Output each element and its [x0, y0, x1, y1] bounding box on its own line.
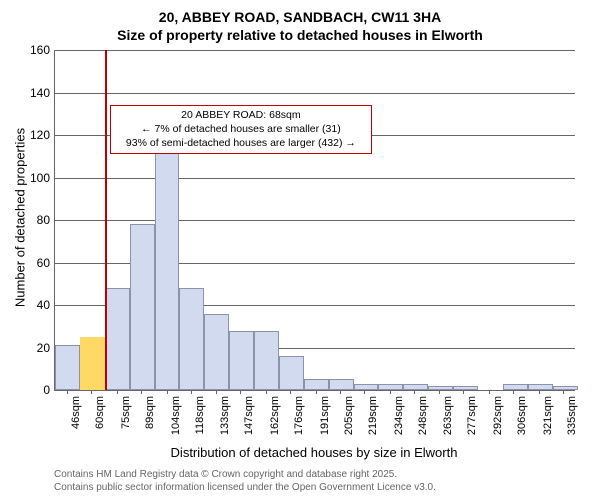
x-tick-label: 89sqm [144, 396, 156, 429]
x-tick-mark [167, 390, 168, 394]
x-tick-mark [439, 390, 440, 394]
y-tick-label: 120 [0, 128, 50, 142]
histogram-bar-highlight [80, 337, 105, 390]
x-tick-label: 234sqm [393, 396, 405, 435]
x-axis-label: Distribution of detached houses by size … [54, 445, 574, 460]
title-line-2: Size of property relative to detached ho… [117, 27, 483, 43]
x-tick-label: 46sqm [70, 396, 82, 429]
x-tick-label: 191sqm [319, 396, 331, 435]
annotation-line-2: ← 7% of detached houses are smaller (31) [141, 123, 341, 135]
histogram-bar [329, 379, 354, 390]
x-tick-label: 306sqm [516, 396, 528, 435]
x-tick-mark [240, 390, 241, 394]
histogram-bar [553, 386, 578, 390]
attribution-line-2: Contains public sector information licen… [54, 482, 436, 493]
plot-area: 20 ABBEY ROAD: 68sqm ← 7% of detached hou… [54, 50, 575, 391]
y-tick-label: 0 [0, 383, 50, 397]
histogram-bar [130, 224, 155, 390]
histogram-bar [279, 356, 304, 390]
gridline [55, 220, 575, 221]
x-tick-label: 147sqm [243, 396, 255, 435]
y-tick-label: 40 [0, 298, 50, 312]
x-tick-mark [290, 390, 291, 394]
x-tick-mark [67, 390, 68, 394]
annotation-line-1: 20 ABBEY ROAD: 68sqm [181, 109, 300, 121]
reference-line [105, 50, 107, 390]
gridline [55, 50, 575, 51]
chart-container: 20, ABBEY ROAD, SANDBACH, CW11 3HA Size … [0, 0, 600, 500]
x-tick-mark [539, 390, 540, 394]
histogram-bar [105, 288, 130, 390]
annotation-box: 20 ABBEY ROAD: 68sqm ← 7% of detached hou… [110, 105, 372, 154]
x-tick-mark [489, 390, 490, 394]
x-tick-label: 219sqm [367, 396, 379, 435]
attribution-line-1: Contains HM Land Registry data © Crown c… [54, 469, 397, 480]
x-tick-label: 60sqm [94, 396, 106, 429]
histogram-bar [204, 314, 229, 391]
x-tick-mark [414, 390, 415, 394]
x-tick-label: 335sqm [566, 396, 578, 435]
x-tick-mark [340, 390, 341, 394]
x-tick-mark [191, 390, 192, 394]
x-tick-mark [316, 390, 317, 394]
x-tick-label: 104sqm [170, 396, 182, 435]
x-tick-label: 321sqm [542, 396, 554, 435]
y-tick-label: 140 [0, 86, 50, 100]
x-tick-mark [364, 390, 365, 394]
histogram-bar [528, 384, 553, 390]
gridline [55, 93, 575, 94]
gridline [55, 178, 575, 179]
x-tick-label: 162sqm [269, 396, 281, 435]
x-tick-mark [141, 390, 142, 394]
histogram-bar [378, 384, 403, 390]
title-line-1: 20, ABBEY ROAD, SANDBACH, CW11 3HA [159, 9, 441, 25]
x-tick-mark [463, 390, 464, 394]
x-tick-mark [266, 390, 267, 394]
histogram-bar [453, 386, 478, 390]
x-tick-label: 205sqm [343, 396, 355, 435]
x-tick-label: 133sqm [219, 396, 231, 435]
x-tick-mark [390, 390, 391, 394]
histogram-bar [304, 379, 329, 390]
attribution-text: Contains HM Land Registry data © Crown c… [54, 468, 436, 494]
x-tick-label: 118sqm [194, 396, 206, 434]
histogram-bar [179, 288, 204, 390]
histogram-bar [503, 384, 528, 390]
y-tick-label: 100 [0, 171, 50, 185]
histogram-bar [354, 384, 379, 390]
y-tick-label: 80 [0, 213, 50, 227]
histogram-bar [254, 331, 279, 391]
histogram-bar [229, 331, 254, 391]
x-tick-label: 263sqm [442, 396, 454, 435]
x-tick-label: 277sqm [466, 396, 478, 435]
x-tick-label: 176sqm [293, 396, 305, 435]
x-tick-mark [216, 390, 217, 394]
x-tick-mark [563, 390, 564, 394]
y-tick-label: 60 [0, 256, 50, 270]
x-tick-mark [117, 390, 118, 394]
x-tick-label: 248sqm [417, 396, 429, 435]
histogram-bar [403, 384, 428, 390]
histogram-bar [155, 127, 180, 391]
histogram-bar [55, 345, 80, 390]
y-tick-label: 160 [0, 43, 50, 57]
x-tick-mark [91, 390, 92, 394]
annotation-line-3: 93% of semi-detached houses are larger (… [126, 137, 356, 149]
histogram-bar [428, 386, 453, 390]
x-tick-mark [513, 390, 514, 394]
x-tick-label: 75sqm [120, 396, 132, 429]
x-tick-label: 292sqm [492, 396, 504, 435]
chart-title: 20, ABBEY ROAD, SANDBACH, CW11 3HA Size … [0, 0, 600, 44]
y-tick-label: 20 [0, 341, 50, 355]
